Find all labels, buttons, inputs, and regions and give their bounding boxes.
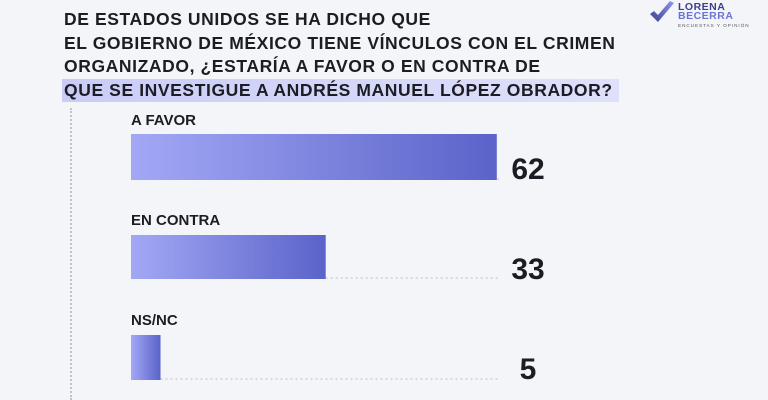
logo-tagline: ENCUESTAS Y OPINIÓN xyxy=(678,23,750,28)
logo-name-line-1: LORENA xyxy=(678,1,726,13)
title-line-2: EL GOBIERNO DE MÉXICO TIENE VÍNCULOS CON… xyxy=(64,32,616,53)
bar-ns-nc xyxy=(131,335,161,380)
title-line-4-highlighted: QUE SE INVESTIGUE A ANDRÉS MANUEL LÓPEZ … xyxy=(62,78,619,102)
category-label-ns-nc: NS/NC xyxy=(131,312,178,329)
title-line-1: DE ESTADOS UNIDOS SE HA DICHO QUE xyxy=(64,9,431,29)
chart-title: DE ESTADOS UNIDOS SE HA DICHO QUE EL GOB… xyxy=(62,8,619,102)
title-line-3: ORGANIZADO, ¿ESTARÍA A FAVOR O EN CONTRA… xyxy=(64,56,541,76)
check-mark-icon xyxy=(650,1,674,22)
chart-divider xyxy=(70,108,72,400)
value-label-a-favor: 62 xyxy=(511,153,544,186)
value-label-ns-nc: 5 xyxy=(520,353,537,386)
brand-logo: LORENA BECERRA ENCUESTAS Y OPINIÓN xyxy=(644,0,768,36)
category-label-en-contra: EN CONTRA xyxy=(131,212,220,229)
value-label-en-contra: 33 xyxy=(511,253,544,286)
logo-name-line-2: BECERRA xyxy=(678,10,734,22)
bar-en-contra xyxy=(131,235,326,279)
category-label-a-favor: A FAVOR xyxy=(131,112,196,129)
bar-a-favor xyxy=(131,134,497,180)
